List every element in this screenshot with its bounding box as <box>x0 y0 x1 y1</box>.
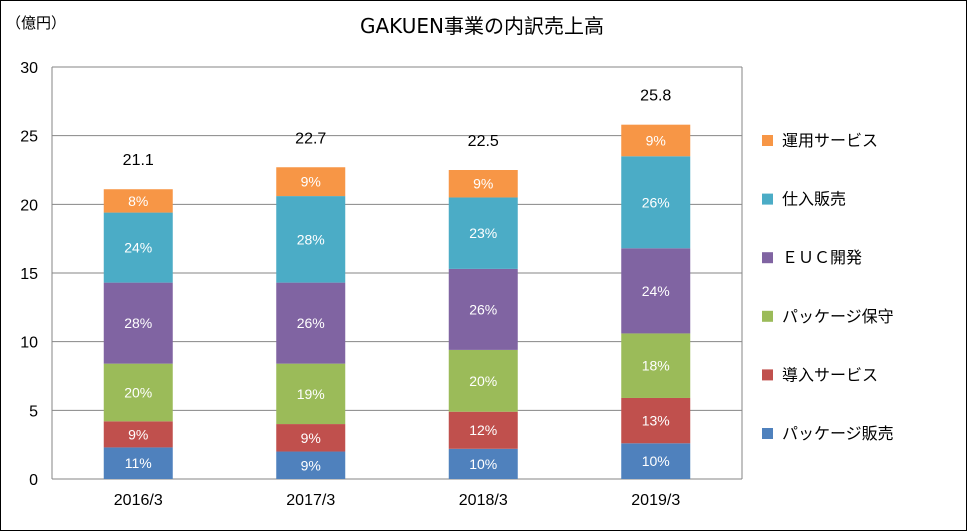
segment-label: 23% <box>469 225 497 241</box>
bar-segment <box>621 333 691 398</box>
segment-label: 9% <box>128 426 148 442</box>
y-tick-label: 5 <box>29 403 38 420</box>
segment-label: 10% <box>469 456 497 472</box>
legend-label: ＥＵＣ開発 <box>782 248 862 267</box>
legend-label: 仕入販売 <box>782 190 846 209</box>
bar-segment <box>448 411 518 449</box>
total-label: 22.5 <box>468 133 499 150</box>
segment-label: 24% <box>124 240 152 256</box>
bar-segment <box>276 282 346 364</box>
bar-segment <box>448 349 518 412</box>
legend-swatch <box>762 310 773 322</box>
legend-label: 運用サービス <box>782 131 878 150</box>
bar-segment <box>621 156 691 249</box>
segment-label: 18% <box>642 358 670 374</box>
bar-segment <box>448 170 518 198</box>
y-tick-label: 25 <box>20 129 38 146</box>
segment-label: 11% <box>125 455 152 471</box>
segment-label: 9% <box>646 132 666 148</box>
bar-segment <box>103 447 173 479</box>
x-tick-label: 2019/3 <box>631 492 680 509</box>
segment-label: 10% <box>642 453 670 469</box>
bar-segment <box>448 448 518 479</box>
unit-label: （億円） <box>6 14 66 32</box>
bar-segment <box>276 196 346 283</box>
legend-swatch <box>762 193 773 205</box>
segment-label: 9% <box>301 430 321 446</box>
segment-label: 9% <box>301 174 321 190</box>
segment-label: 26% <box>469 301 497 317</box>
y-tick-label: 20 <box>20 197 38 214</box>
legend-swatch <box>762 252 773 264</box>
segment-label: 24% <box>642 283 670 299</box>
bar-segment <box>276 451 346 479</box>
total-label: 22.7 <box>295 130 326 147</box>
bar-segment <box>103 421 173 448</box>
segment-label: 13% <box>642 413 670 429</box>
legend-swatch <box>762 369 773 381</box>
total-label: 21.1 <box>123 152 154 169</box>
bars: 11% 9% 20% 28% 24% 8% 21.1 9% 9% 19% 26% 28% 9% 22.7 1… <box>103 88 691 479</box>
segment-label: 9% <box>301 457 321 473</box>
bar-segment <box>276 424 346 452</box>
bar-segment <box>103 282 173 364</box>
legend-swatch <box>762 428 773 439</box>
total-label: 25.8 <box>640 88 671 105</box>
bar-segment <box>621 124 691 157</box>
segment-label: 8% <box>128 193 148 209</box>
segment-label: 28% <box>297 231 325 247</box>
segment-label: 19% <box>297 386 325 402</box>
legend-label: 導入サービス <box>782 365 878 384</box>
segment-label: 26% <box>642 194 670 210</box>
bar-segment <box>103 212 173 283</box>
y-tick-label: 0 <box>29 472 38 489</box>
bar-segment <box>276 363 346 425</box>
x-tick-label: 2018/3 <box>459 492 508 509</box>
segment-label: 20% <box>124 384 152 400</box>
bar-segment <box>103 363 173 422</box>
segment-label: 12% <box>469 422 497 438</box>
segment-label: 9% <box>473 176 493 192</box>
bar-segment <box>448 268 518 350</box>
bar-segment <box>621 443 691 479</box>
bar-segment <box>103 189 173 213</box>
segment-label: 28% <box>124 315 152 331</box>
axes: 0 5 10 15 20 25 30 2016/3 2017/3 2018/3 2019/3 <box>20 60 743 509</box>
bar-segment <box>621 397 691 444</box>
x-tick-label: 2016/3 <box>114 492 163 509</box>
x-tick-label: 2017/3 <box>286 492 335 509</box>
legend-label: パッケージ販売 <box>782 424 894 443</box>
y-tick-label: 10 <box>20 335 38 352</box>
chart-title: GAKUEN事業の内訳売上高 <box>360 14 604 38</box>
bar-segment <box>448 197 518 269</box>
legend-label: パッケージ保守 <box>782 307 894 326</box>
segment-label: 26% <box>297 315 325 331</box>
bar-segment <box>276 167 346 197</box>
bar-segment <box>621 248 691 334</box>
segment-label: 20% <box>469 373 497 389</box>
legend-swatch <box>762 135 773 146</box>
y-tick-label: 30 <box>20 60 38 77</box>
y-tick-label: 15 <box>20 266 38 283</box>
